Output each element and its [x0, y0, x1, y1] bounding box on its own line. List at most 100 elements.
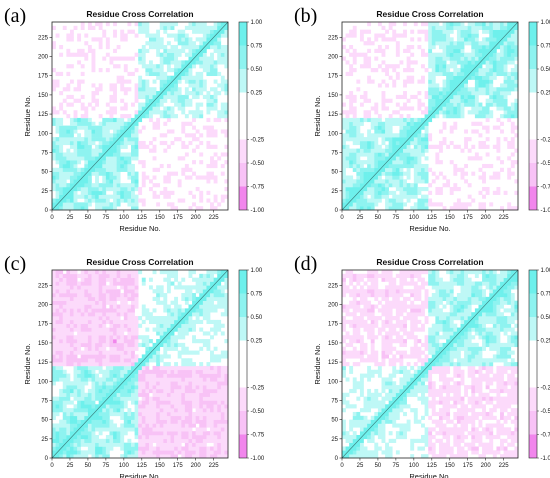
heatmap-cell	[80, 331, 85, 336]
heatmap-cell	[98, 198, 103, 203]
heatmap-cell	[69, 323, 74, 328]
heatmap-cell	[453, 22, 458, 27]
heatmap-cell	[453, 206, 458, 211]
heatmap-cell	[192, 442, 196, 447]
heatmap-cell	[503, 22, 508, 27]
heatmap-cell	[127, 319, 132, 325]
heatmap-cell	[210, 438, 214, 443]
heatmap-cell	[127, 350, 132, 355]
heatmap-cell	[91, 194, 96, 199]
heatmap-cell	[120, 121, 125, 126]
heatmap-cell	[456, 22, 461, 27]
heatmap-cell	[406, 56, 411, 61]
heatmap-cell	[148, 431, 153, 436]
heatmap-cell	[66, 377, 71, 382]
heatmap-cell	[406, 190, 411, 195]
heatmap-cell	[87, 438, 92, 443]
heatmap-cell	[367, 41, 372, 46]
heatmap-cell	[109, 117, 114, 123]
heatmap-cell	[105, 37, 110, 42]
heatmap-cell	[496, 37, 501, 42]
heatmap-cell	[213, 327, 218, 332]
heatmap-cell	[510, 22, 515, 27]
heatmap-cell	[59, 350, 64, 355]
heatmap-cell	[109, 285, 114, 290]
heatmap-cell	[456, 68, 461, 73]
heatmap-cell	[492, 25, 497, 30]
colorbar-tick-label: -0.75	[541, 185, 550, 191]
heatmap-cell	[113, 411, 117, 417]
heatmap-cell	[113, 129, 117, 134]
heatmap-cell	[406, 106, 411, 111]
y-tick-label: 175	[38, 74, 49, 80]
heatmap-cell	[105, 125, 110, 130]
heatmap-cell	[192, 48, 196, 53]
heatmap-cell	[417, 79, 422, 84]
heatmap-cell	[174, 423, 179, 428]
heatmap-cell	[213, 106, 218, 111]
heatmap-cell	[464, 94, 469, 100]
heatmap-cell	[192, 296, 196, 301]
heatmap-cell	[127, 427, 132, 432]
heatmap-cell	[392, 179, 397, 184]
heatmap-cell	[66, 396, 71, 401]
heatmap-cell	[148, 411, 153, 417]
heatmap-cell	[73, 186, 78, 192]
heatmap-cell	[181, 342, 186, 348]
heatmap-cell	[363, 60, 368, 65]
heatmap-cell	[210, 392, 214, 397]
heatmap-cell	[80, 179, 85, 184]
heatmap-cell	[134, 346, 139, 351]
heatmap-cell	[492, 102, 497, 107]
heatmap-cell	[123, 33, 128, 38]
heatmap-cell	[388, 175, 393, 180]
heatmap-cell	[363, 41, 368, 46]
heatmap-cell	[87, 194, 92, 199]
heatmap-cell	[59, 342, 64, 348]
heatmap-cell	[159, 60, 164, 65]
heatmap-cell	[478, 133, 483, 138]
heatmap-cell	[152, 71, 157, 77]
heatmap-cell	[62, 312, 67, 317]
heatmap-cell	[127, 354, 132, 359]
heatmap-cell	[152, 41, 157, 46]
heatmap-cell	[62, 285, 67, 290]
heatmap-cell	[474, 114, 479, 119]
heatmap-cell	[181, 37, 186, 42]
heatmap-cell	[91, 427, 96, 432]
heatmap-cell	[159, 392, 164, 397]
heatmap-cell	[374, 106, 379, 111]
heatmap-cell	[388, 202, 393, 207]
heatmap-cell	[80, 148, 85, 153]
heatmap-cell	[148, 319, 153, 325]
heatmap-cell	[213, 94, 218, 100]
heatmap-cell	[91, 454, 96, 459]
heatmap-cell	[438, 186, 443, 192]
heatmap-cell	[202, 289, 207, 294]
heatmap-cell	[188, 423, 193, 428]
heatmap-cell	[174, 396, 179, 401]
heatmap-cell	[217, 110, 222, 115]
heatmap-cell	[87, 396, 92, 401]
heatmap-cell	[174, 277, 179, 282]
heatmap-cell	[210, 273, 214, 278]
heatmap-cell	[184, 431, 189, 436]
heatmap-cell	[170, 48, 175, 53]
heatmap-cell	[55, 71, 60, 77]
heatmap-cell	[145, 87, 150, 92]
heatmap-cell	[184, 25, 189, 30]
heatmap-cell	[424, 179, 429, 184]
heatmap-cell	[181, 110, 186, 115]
heatmap-cell	[460, 64, 465, 69]
heatmap-cell	[159, 64, 164, 69]
heatmap-cell	[388, 121, 393, 126]
heatmap-cell	[73, 190, 78, 195]
heatmap-cell	[152, 121, 157, 126]
heatmap-cell	[84, 206, 89, 211]
heatmap-cell	[123, 369, 128, 374]
heatmap-cell	[489, 56, 494, 61]
heatmap-cell	[453, 171, 458, 176]
heatmap-cell	[127, 392, 132, 397]
heatmap-cell	[210, 206, 214, 211]
heatmap-cell	[195, 277, 200, 282]
